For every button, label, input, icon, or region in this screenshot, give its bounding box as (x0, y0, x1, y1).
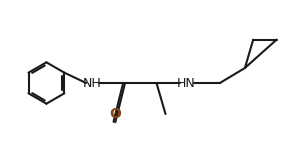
Text: HN: HN (177, 76, 196, 90)
Text: O: O (110, 107, 122, 121)
Text: NH: NH (83, 76, 102, 90)
